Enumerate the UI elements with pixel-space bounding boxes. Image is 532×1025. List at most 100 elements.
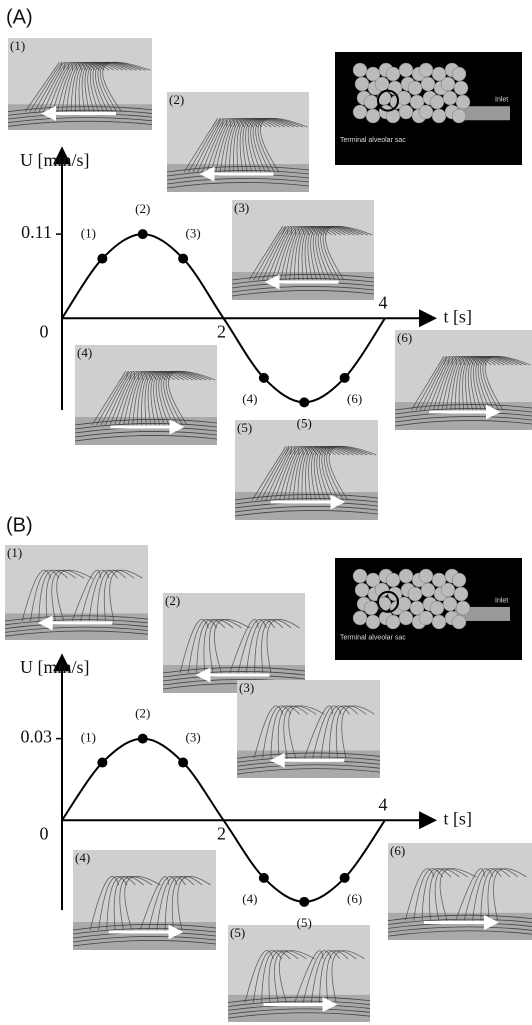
image-label: (3): [239, 680, 254, 695]
streamline: [462, 356, 492, 411]
x-tick-label: 2: [217, 321, 226, 341]
x-tick-label: 4: [379, 794, 388, 814]
streamline: [441, 356, 470, 411]
streamline: [98, 876, 128, 931]
streamline: [475, 356, 514, 411]
streamline: [166, 166, 310, 173]
streamline: [307, 226, 341, 281]
streamline: [30, 569, 60, 622]
streamline: [214, 619, 251, 674]
streamline: [4, 619, 149, 626]
alveolus: [385, 572, 401, 588]
streamline: [297, 446, 327, 501]
streamline: [196, 619, 226, 674]
streamline: [90, 61, 128, 112]
streamline: [268, 950, 299, 1003]
point-label: (1): [81, 730, 96, 745]
streamline: [270, 705, 300, 759]
alveolus: [455, 600, 471, 616]
flow-image: (5): [234, 420, 379, 520]
streamline: [150, 371, 184, 426]
streamline: [91, 371, 127, 426]
streamline: [72, 928, 217, 935]
streamline: [4, 626, 149, 633]
streamline: [432, 356, 462, 411]
alveolus: [455, 94, 471, 110]
streamline: [266, 226, 296, 281]
streamline: [89, 876, 120, 931]
streamline: [419, 356, 450, 411]
x-axis-label: t [s]: [443, 306, 472, 326]
phase-point: [258, 372, 269, 383]
streamline: [467, 356, 501, 411]
streamline: [109, 569, 143, 622]
streamline: [81, 61, 114, 112]
streamline: [188, 118, 221, 173]
streamline: [231, 278, 375, 285]
streamline: [487, 868, 519, 921]
streamline: [245, 118, 281, 173]
streamline: [251, 446, 287, 501]
alveolus: [352, 104, 368, 120]
alveolus: [363, 94, 379, 110]
streamline: [123, 371, 153, 426]
streamline: [34, 61, 66, 112]
streamline: [255, 118, 299, 173]
streamline: [163, 371, 207, 426]
streamline: [253, 226, 286, 281]
streamline: [231, 286, 375, 293]
point-label: (4): [242, 391, 257, 406]
point-label: (5): [297, 415, 312, 430]
phase-point: [97, 253, 108, 264]
alveolus: [398, 62, 414, 78]
flow-image: (2): [166, 92, 310, 192]
streamline: [473, 356, 509, 411]
streamline: [302, 950, 332, 1003]
highlight-ring: [377, 590, 399, 613]
streamline: [168, 371, 216, 426]
streamline: [165, 371, 211, 426]
streamline: [244, 950, 274, 1003]
streamline: [322, 226, 368, 281]
streamline: [97, 61, 142, 112]
streamline: [257, 118, 303, 173]
streamline: [434, 868, 468, 921]
streamline: [72, 936, 217, 943]
streamline: [7, 117, 153, 124]
image-fg: [73, 922, 216, 950]
streamline: [482, 356, 527, 411]
streamline: [102, 62, 151, 112]
streamline: [109, 371, 139, 426]
streamline: [236, 752, 381, 759]
streamline: [234, 498, 379, 505]
streamline: [78, 61, 110, 112]
flow-image: (4): [74, 345, 218, 445]
streamline: [326, 950, 357, 1003]
streamline: [250, 118, 290, 173]
x-axis-label: t [s]: [443, 808, 472, 828]
alveolus: [365, 614, 381, 630]
y-axis-label: U [mm/s]: [20, 150, 90, 170]
streamline: [387, 930, 532, 937]
streamline: [227, 1012, 371, 1019]
streamline: [323, 446, 368, 501]
streamline: [209, 619, 242, 674]
streamline: [421, 868, 452, 921]
alveolus: [440, 582, 456, 598]
streamline: [227, 996, 371, 1003]
streamline: [45, 569, 77, 622]
streamline: [294, 950, 324, 1003]
streamline: [47, 61, 78, 112]
velocity-curve: [61, 737, 386, 903]
streamline: [331, 950, 365, 1003]
streamline: [411, 356, 445, 411]
streamline: [283, 705, 317, 759]
streamline: [261, 619, 292, 674]
streamline: [404, 868, 435, 921]
streamline: [280, 226, 310, 281]
streamline: [7, 120, 153, 127]
streamline: [236, 756, 381, 763]
streamline: [106, 876, 136, 931]
y-axis-label: U [mm/s]: [20, 657, 90, 677]
